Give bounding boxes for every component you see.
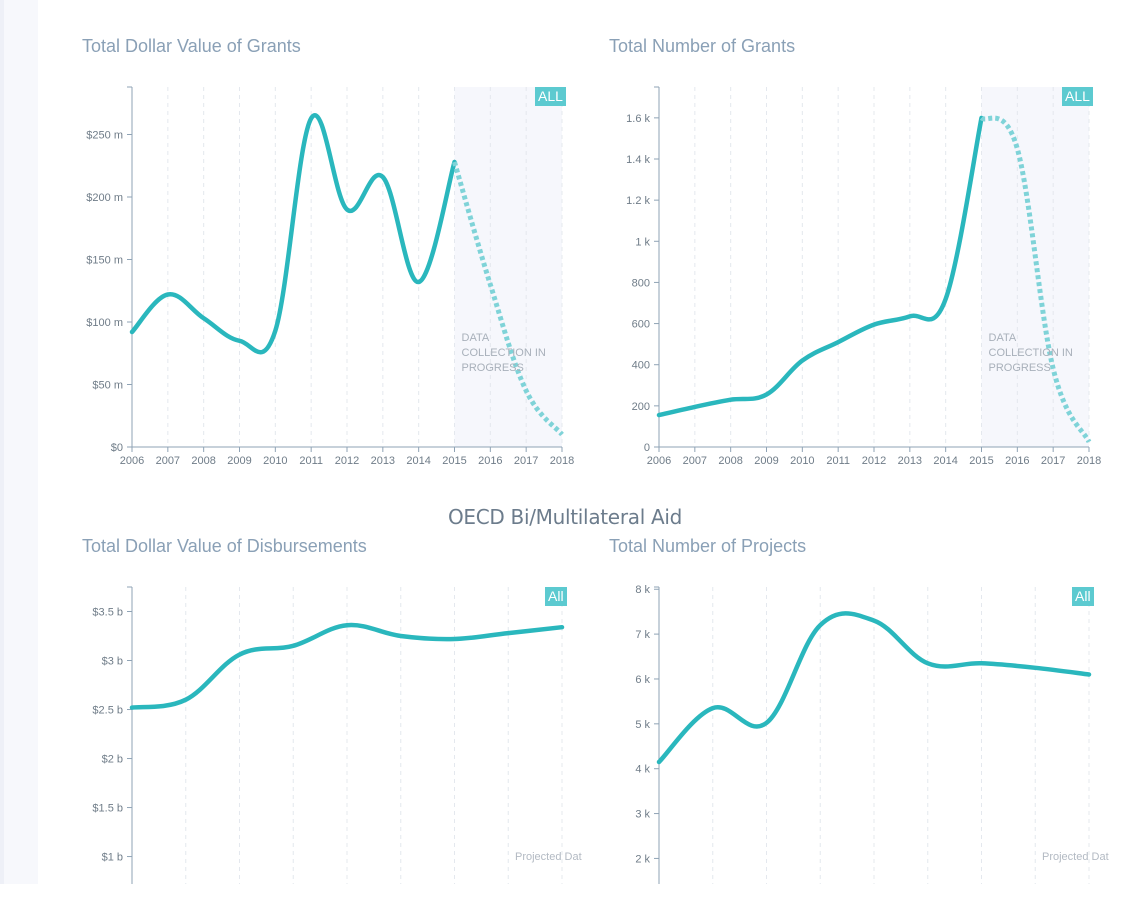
x-tick-label: 2010 <box>790 455 814 467</box>
y-tick-label: $100 m <box>86 317 123 329</box>
x-tick-label: 2017 <box>1041 455 1065 467</box>
filter-all-badge-grants-value[interactable]: ALL <box>535 87 566 106</box>
y-tick-label: $2.5 b <box>92 705 123 717</box>
data-collection-annotation: COLLECTION IN <box>989 347 1073 359</box>
y-tick-label: 3 k <box>635 809 650 821</box>
chart-grants-value: $0 $50 m $100 m $150 m $200 m $250 m 2006 2007 2… <box>86 86 574 467</box>
y-tick-label: $2 b <box>102 754 123 766</box>
left-sidebar-edge <box>0 0 4 884</box>
x-tick-label: 2018 <box>1077 455 1101 467</box>
x-tick-label: 2007 <box>156 455 180 467</box>
y-tick-label: $0 <box>111 442 123 454</box>
y-tick-label: 1 k <box>635 236 650 248</box>
y-tick-label: 8 k <box>635 584 650 596</box>
x-tick-label: 2012 <box>862 455 886 467</box>
y-tick-label: $50 m <box>92 380 123 392</box>
x-tick-label: 2016 <box>1005 455 1029 467</box>
chart-title-grants-count: Total Number of Grants <box>609 36 796 56</box>
chart-disbursements-value: $1 b $1.5 b $2 b $2.5 b $3 b $3.5 b Projected … <box>92 586 582 884</box>
data-collection-annotation: DATA <box>462 332 490 344</box>
y-tick-label: 1.2 k <box>626 195 650 207</box>
x-tick-label: 2008 <box>191 455 215 467</box>
y-tick-label: 6 k <box>635 674 650 686</box>
y-tick-label: 600 <box>632 319 650 331</box>
y-tick-label: $1 b <box>102 852 123 864</box>
data-collection-annotation: COLLECTION IN <box>462 347 546 359</box>
x-tick-label: 2007 <box>683 455 707 467</box>
x-tick-label: 2008 <box>718 455 742 467</box>
y-tick-label: $150 m <box>86 255 123 267</box>
y-tick-label: 400 <box>632 360 650 372</box>
section-title: OECD Bi/Multilateral Aid <box>447 505 683 529</box>
y-tick-label: $3.5 b <box>92 607 123 619</box>
y-tick-label: $250 m <box>86 130 123 142</box>
chart-projects-count: 2 k 3 k 4 k 5 k 6 k 7 k 8 k Projected Dat <box>635 584 1109 884</box>
x-tick-label: 2009 <box>227 455 251 467</box>
projected-region-shade <box>981 87 1089 447</box>
y-tick-label: 7 k <box>635 629 650 641</box>
x-tick-label: 2011 <box>299 455 323 467</box>
x-tick-label: 2013 <box>898 455 922 467</box>
x-tick-label: 2016 <box>478 455 502 467</box>
y-tick-label: $1.5 b <box>92 803 123 815</box>
projected-region-shade <box>454 87 562 447</box>
projected-series-line <box>979 115 1092 444</box>
y-tick-label: 4 k <box>635 764 650 776</box>
data-collection-annotation: DATA <box>989 332 1017 344</box>
x-tick-label: 2018 <box>550 455 574 467</box>
y-tick-label: 200 <box>632 401 650 413</box>
x-tick-label: 2006 <box>120 455 144 467</box>
filter-all-badge-disbursements[interactable]: All <box>545 587 567 606</box>
projected-data-note: Projected Dat <box>515 851 582 863</box>
series-line <box>656 611 1092 765</box>
y-tick-label: 0 <box>644 442 650 454</box>
x-tick-label: 2006 <box>647 455 671 467</box>
chart-title-grants-value: Total Dollar Value of Grants <box>82 36 301 56</box>
series-line <box>129 113 457 355</box>
chart-title-disbursements-value: Total Dollar Value of Disbursements <box>82 536 367 556</box>
y-tick-label: 2 k <box>635 853 650 865</box>
x-tick-label: 2017 <box>514 455 538 467</box>
bottom-strip <box>0 884 1130 898</box>
x-tick-label: 2011 <box>826 455 850 467</box>
x-tick-label: 2009 <box>754 455 778 467</box>
y-tick-label: 5 k <box>635 719 650 731</box>
data-collection-annotation: PROGRESS <box>462 362 524 374</box>
x-tick-label: 2012 <box>335 455 359 467</box>
y-tick-label: $3 b <box>102 656 123 668</box>
filter-all-badge-projects[interactable]: All <box>1072 587 1094 606</box>
chart-grants-count: 0 200 400 600 800 1 k 1.2 k 1.4 k 1.6 k 2006 2007 2… <box>626 86 1101 467</box>
y-tick-label: 1.4 k <box>626 154 650 166</box>
y-tick-label: $200 m <box>86 192 123 204</box>
filter-all-badge-grants-count[interactable]: ALL <box>1062 87 1093 106</box>
x-tick-label: 2015 <box>969 455 993 467</box>
x-tick-label: 2014 <box>406 455 430 467</box>
chart-title-projects-count: Total Number of Projects <box>609 536 807 556</box>
x-tick-label: 2014 <box>933 455 957 467</box>
series-line <box>129 622 565 710</box>
x-tick-label: 2010 <box>263 455 287 467</box>
left-sidebar <box>0 0 38 884</box>
x-tick-label: 2015 <box>442 455 466 467</box>
y-tick-label: 1.6 k <box>626 113 650 125</box>
series-line <box>656 115 984 418</box>
projected-series-line <box>452 161 564 437</box>
data-collection-annotation: PROGRESS <box>989 362 1051 374</box>
projected-data-note: Projected Dat <box>1042 851 1109 863</box>
y-tick-label: 800 <box>632 277 650 289</box>
x-tick-label: 2013 <box>371 455 395 467</box>
